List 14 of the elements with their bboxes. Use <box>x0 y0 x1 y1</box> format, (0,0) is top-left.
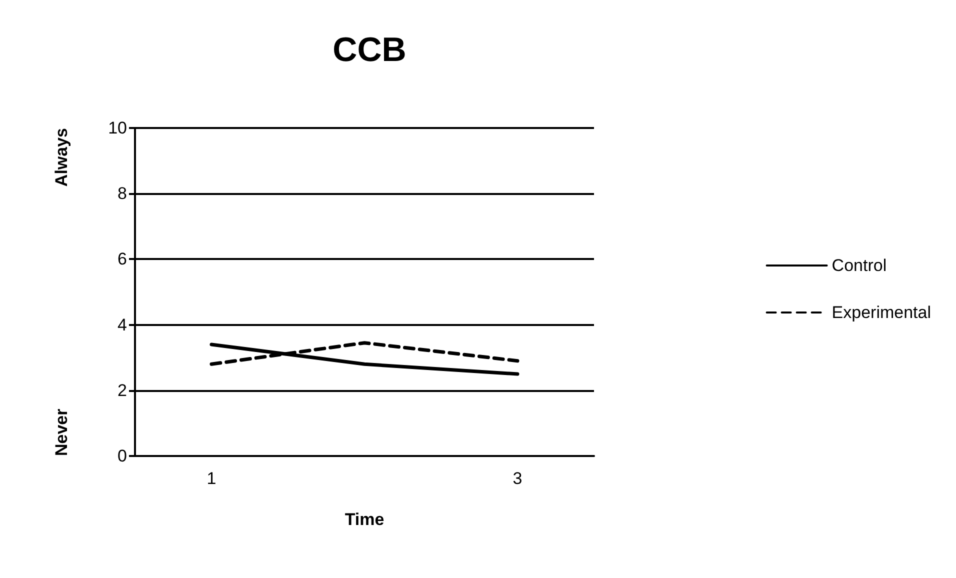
y-tick-label: 6 <box>118 250 127 269</box>
y-tick-label: 2 <box>118 380 127 400</box>
y-tick-label: 4 <box>118 315 127 334</box>
text: Always <box>52 128 71 187</box>
chart-title: CCB <box>332 31 406 69</box>
x-tick-label: 3 <box>512 469 522 488</box>
text: Never <box>52 408 71 456</box>
legend-label: Control <box>832 256 887 275</box>
y-tick-label: 8 <box>118 184 127 204</box>
y-tick-label: 10 <box>108 118 127 138</box>
y-tick-label: 0 <box>118 446 127 466</box>
x-axis-title: Time <box>344 510 384 529</box>
legend-label: Experimental <box>832 303 932 322</box>
x-tick-label: 1 <box>206 469 216 488</box>
